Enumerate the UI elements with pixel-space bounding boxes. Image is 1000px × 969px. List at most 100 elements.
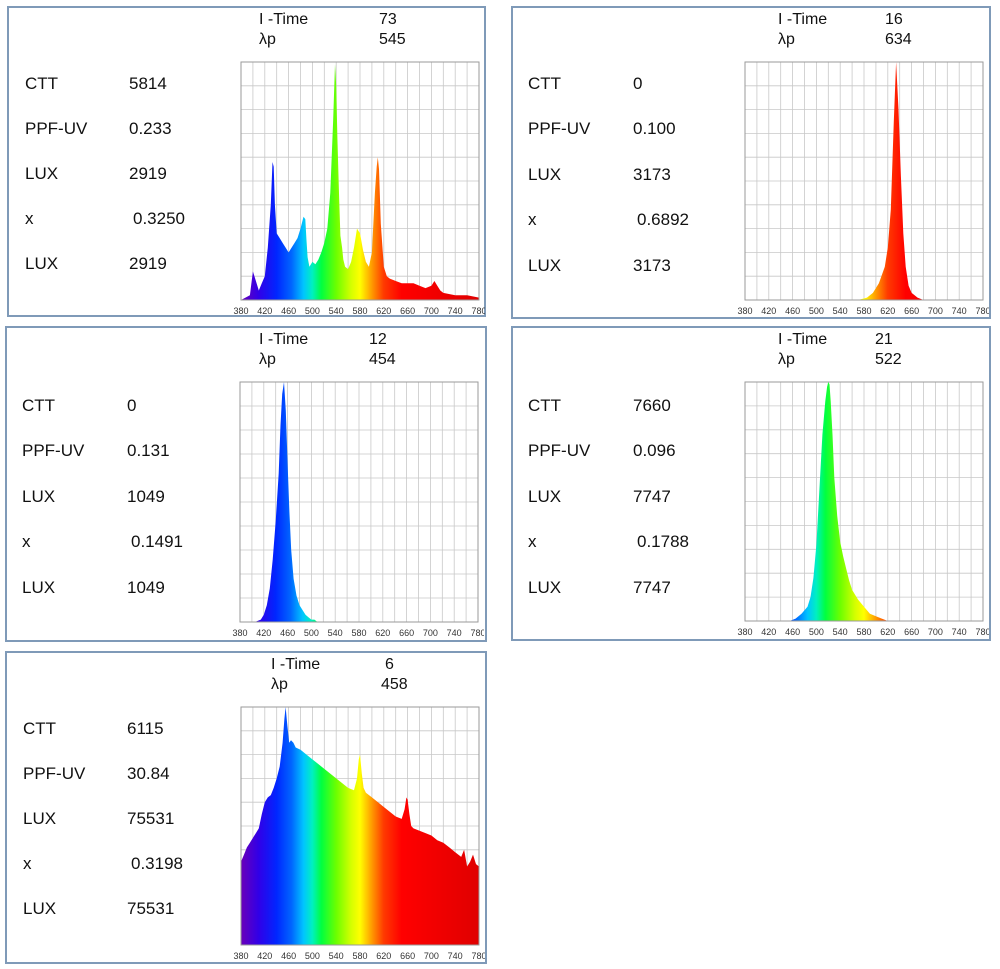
x-tick-label: 660 (904, 627, 919, 637)
x-tick-label: 460 (785, 627, 800, 637)
metric-label-lux-2: LUX (25, 254, 59, 273)
lambda-p-value: 458 (381, 676, 408, 693)
itime-label: I -Time (778, 331, 828, 348)
metric-value-lux-2: 3173 (633, 256, 671, 275)
metric-label-ctt: CTT (23, 719, 57, 738)
x-tick-label: 500 (809, 627, 824, 637)
plot-frame (240, 61, 480, 301)
metric-label-ppf-uv: PPF-UV (23, 764, 86, 783)
metric-value-lux-2: 1049 (127, 578, 165, 597)
x-tick-label: 700 (424, 951, 439, 961)
spectrum-chart-1: 380 420 460 500 540 580 620 660 700 740 780 (233, 61, 485, 316)
x-tick-label: 380 (737, 627, 752, 637)
x-tick-label: 420 (761, 627, 776, 637)
spectrum-area (241, 707, 479, 945)
spectrum-panel-2: I -Time 16 λp 634 CTT 0 PPF-UV 0.100 LUX… (511, 6, 991, 319)
spectrum-area (241, 64, 479, 301)
x-tick-label: 500 (304, 628, 319, 638)
metric-value-ctt: 5814 (129, 74, 167, 93)
metric-value-ctt: 0 (633, 74, 643, 93)
lambda-p-label: λp (259, 351, 276, 368)
metric-value-ctt: 0 (127, 396, 137, 415)
x-tick-label: 660 (904, 306, 919, 316)
x-tick-label: 700 (423, 628, 438, 638)
lambda-p-value: 454 (369, 351, 396, 368)
plot-frame (239, 381, 479, 623)
spectrum-chart-3: 380 420 460 500 540 580 620 660 700 740 780 (232, 381, 484, 638)
spectrum-chart-5: 380 420 460 500 540 580 620 660 700 740 780 (233, 706, 485, 961)
metric-value-lux-2: 2919 (129, 254, 167, 273)
x-tick-label: 700 (424, 306, 439, 316)
x-tick-label: 740 (447, 628, 462, 638)
x-tick-label: 580 (856, 627, 871, 637)
spectrum-chart-4: 380 420 460 500 540 580 620 660 700 740 780 (737, 381, 989, 637)
metric-value-ctt: 6115 (127, 719, 164, 738)
x-tick-label: 540 (833, 627, 848, 637)
x-tick-label: 780 (975, 306, 989, 316)
metric-value-lux: 3173 (633, 165, 671, 184)
x-tick-label: 420 (256, 628, 271, 638)
metric-label-ctt: CTT (25, 74, 59, 93)
x-tick-label: 420 (257, 306, 272, 316)
metric-label-ppf-uv: PPF-UV (528, 119, 591, 138)
metric-value-ppf-uv: 0.131 (127, 441, 170, 460)
metric-value-lux: 7747 (633, 487, 671, 506)
x-tick-label: 460 (281, 951, 296, 961)
x-tick-label: 700 (928, 306, 943, 316)
metric-label-ctt: CTT (528, 74, 562, 93)
lambda-p-value: 634 (885, 31, 912, 48)
x-tick-label: 780 (471, 306, 485, 316)
x-tick-label: 740 (952, 306, 967, 316)
spectrum-panel-4: I -Time 21 λp 522 CTT 7660 PPF-UV 0.096 … (511, 326, 991, 641)
metric-value-x: 0.3198 (131, 854, 183, 873)
x-tick-label: 380 (232, 628, 247, 638)
metric-value-x: 0.1788 (637, 532, 689, 551)
x-tick-label: 580 (856, 306, 871, 316)
plot-frame (744, 61, 984, 301)
metric-label-ppf-uv: PPF-UV (25, 119, 88, 138)
x-tick-label: 620 (376, 306, 391, 316)
x-tick-label: 740 (448, 951, 463, 961)
metric-label-x: x (528, 532, 537, 551)
itime-value: 16 (885, 11, 903, 28)
spectrum-chart-2: 380 420 460 500 540 580 620 660 700 740 780 (737, 61, 989, 316)
x-tick-label: 420 (761, 306, 776, 316)
plot-frame (744, 381, 984, 622)
metric-value-ppf-uv: 30.84 (127, 764, 170, 783)
x-tick-label: 380 (233, 306, 248, 316)
metric-label-lux-2: LUX (23, 899, 57, 918)
metric-value-lux-2: 75531 (127, 899, 175, 918)
x-tick-label: 700 (928, 627, 943, 637)
x-tick-label: 460 (281, 306, 296, 316)
itime-label: I -Time (778, 11, 828, 28)
x-tick-label: 500 (305, 951, 320, 961)
x-tick-label: 540 (833, 306, 848, 316)
x-tick-label: 580 (352, 306, 367, 316)
x-tick-label: 620 (880, 306, 895, 316)
itime-label: I -Time (259, 11, 309, 28)
x-tick-label: 500 (305, 306, 320, 316)
x-tick-label: 660 (400, 306, 415, 316)
spectrum-area (240, 382, 478, 622)
x-tick-label: 580 (352, 951, 367, 961)
grid (744, 381, 984, 622)
lambda-p-label: λp (259, 31, 276, 48)
x-tick-label: 420 (257, 951, 272, 961)
metric-value-x: 0.3250 (133, 209, 185, 228)
metric-label-ppf-uv: PPF-UV (22, 441, 85, 460)
spectrum-panel-3: I -Time 12 λp 454 CTT 0 PPF-UV 0.131 LUX… (5, 326, 487, 642)
plot-frame (240, 706, 480, 946)
x-tick-label: 380 (737, 306, 752, 316)
x-tick-label: 460 (785, 306, 800, 316)
metric-label-x: x (25, 209, 34, 228)
itime-value: 12 (369, 331, 387, 348)
lambda-p-label: λp (778, 31, 795, 48)
metric-label-lux: LUX (22, 487, 56, 506)
metric-value-x: 0.6892 (637, 210, 689, 229)
metric-value-ppf-uv: 0.100 (633, 119, 676, 138)
metric-label-lux: LUX (25, 164, 59, 183)
x-tick-label: 500 (809, 306, 824, 316)
metric-label-x: x (23, 854, 32, 873)
x-tick-label: 780 (975, 627, 989, 637)
metric-value-lux: 1049 (127, 487, 165, 506)
